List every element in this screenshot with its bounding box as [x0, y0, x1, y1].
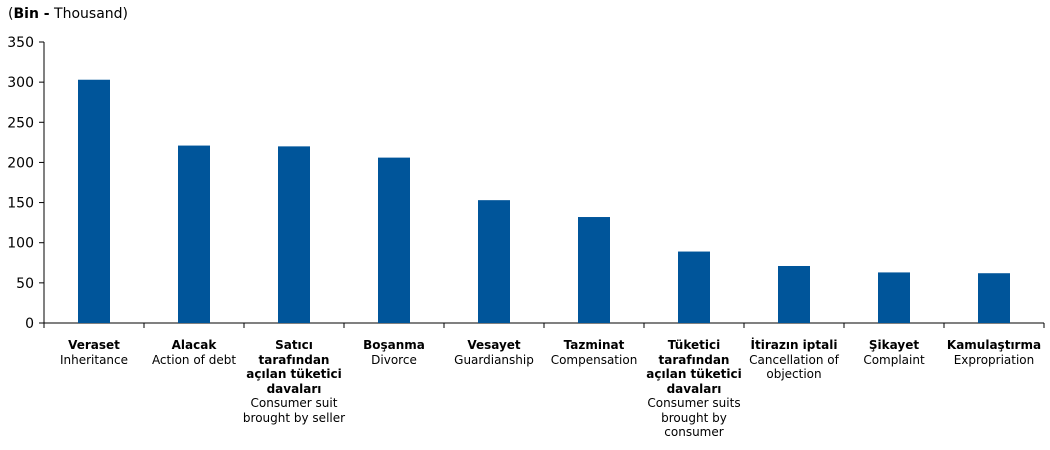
x-tick-label: Şikayet Complaint: [842, 338, 946, 367]
x-tick-label: Boşanma Divorce: [342, 338, 446, 367]
category-label-english: Consumer suit brought by seller: [242, 396, 346, 425]
category-label-turkish: Veraset: [68, 338, 120, 352]
bar: [678, 251, 710, 323]
category-label-turkish: Tüketici tarafından açılan tüketici dava…: [646, 338, 742, 396]
category-label-english: Guardianship: [454, 352, 534, 367]
unit-label: (Bin - Thousand): [8, 6, 128, 22]
y-tick-label: 250: [7, 115, 34, 131]
y-tick-label: 200: [7, 155, 34, 171]
x-tick-label: Satıcı tarafından açılan tüketici davala…: [242, 338, 346, 425]
bar: [878, 272, 910, 323]
category-label-english: Divorce: [371, 352, 417, 367]
bar: [178, 145, 210, 323]
bar: [778, 265, 810, 323]
x-tick-label: Alacak Action of debt: [142, 338, 246, 367]
bar: [378, 157, 410, 323]
category-label-english: Consumer suits brought by consumer: [647, 396, 741, 439]
category-label-turkish: Tazminat: [563, 338, 625, 352]
x-tick-label: Vesayet Guardianship: [442, 338, 546, 367]
unit-label-rest: Thousand): [49, 6, 129, 22]
y-tick-label: 350: [7, 35, 34, 51]
unit-label-open: (: [8, 6, 14, 22]
x-tick-label: Veraset Inheritance: [42, 338, 146, 367]
category-label-turkish: Alacak: [171, 338, 217, 352]
category-label-english: Inheritance: [59, 352, 129, 367]
y-tick-label: 150: [7, 196, 34, 212]
category-label-turkish: Vesayet: [467, 338, 521, 352]
x-tick-label: Tazminat Compensation: [542, 338, 646, 367]
bar: [478, 200, 510, 323]
category-label-turkish: Kamulaştırma: [946, 338, 1042, 352]
category-label-english: Complaint: [863, 352, 925, 367]
category-label-english: Expropriation: [953, 352, 1035, 367]
y-tick-label: 300: [7, 75, 34, 91]
category-label-turkish: Şikayet: [868, 338, 920, 352]
category-label-turkish: Satıcı tarafından açılan tüketici davala…: [246, 338, 342, 396]
y-tick-label: 100: [7, 236, 34, 252]
category-label-turkish: Boşanma: [363, 338, 425, 352]
category-label-english: Cancellation of objection: [749, 352, 839, 382]
y-tick-label: 50: [16, 276, 34, 292]
category-label-english: Action of debt: [151, 352, 237, 367]
category-label-english: Compensation: [550, 352, 638, 367]
y-tick-label: 0: [25, 316, 34, 332]
x-tick-label: İtirazın iptali Cancellation of objection: [742, 338, 846, 382]
x-tick-label: Kamulaştırma Expropriation: [942, 338, 1046, 367]
unit-label-bold: Bin -: [13, 6, 50, 22]
bar: [578, 217, 610, 323]
bar: [278, 146, 310, 323]
bar: [78, 79, 110, 323]
category-label-turkish: İtirazın iptali: [750, 338, 838, 352]
bar: [978, 273, 1010, 323]
x-tick-label: Tüketici tarafından açılan tüketici dava…: [642, 338, 746, 440]
